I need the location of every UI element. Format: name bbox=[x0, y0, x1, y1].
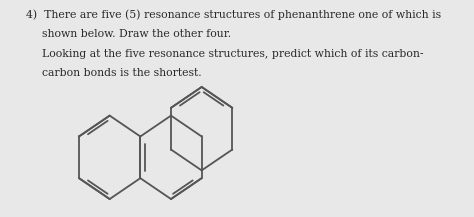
Text: Looking at the five resonance structures, predict which of its carbon-: Looking at the five resonance structures… bbox=[42, 49, 424, 59]
Text: shown below. Draw the other four.: shown below. Draw the other four. bbox=[42, 29, 231, 39]
Text: carbon bonds is the shortest.: carbon bonds is the shortest. bbox=[42, 68, 202, 78]
Text: 4)  There are five (5) resonance structures of phenanthrene one of which is: 4) There are five (5) resonance structur… bbox=[26, 10, 441, 20]
